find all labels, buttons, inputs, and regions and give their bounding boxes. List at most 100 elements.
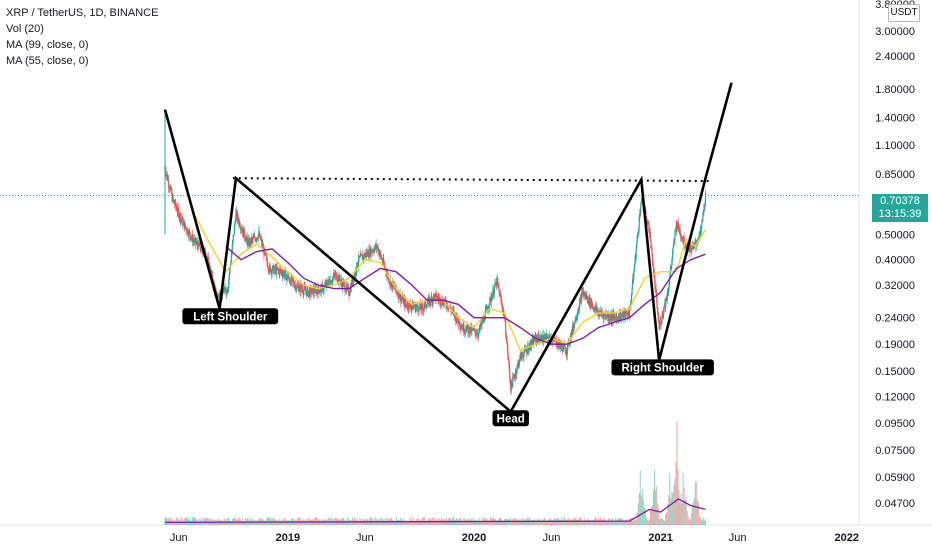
candle-body: [322, 285, 324, 292]
volume-bar: [260, 517, 262, 525]
volume-bar: [540, 520, 542, 525]
right-shoulder-label-bg[interactable]: [611, 359, 714, 376]
candle-body: [356, 262, 358, 268]
candle-body: [681, 237, 683, 239]
candle-body: [658, 315, 660, 323]
volume-bar: [593, 519, 595, 525]
candle-body: [299, 285, 301, 290]
candle-body: [267, 267, 269, 269]
candle-body: [283, 272, 285, 277]
candle-body: [230, 256, 232, 263]
volume-bar: [180, 517, 182, 525]
head-label-bg[interactable]: [492, 410, 529, 427]
candle-body: [294, 286, 296, 289]
candle-body: [343, 282, 346, 285]
volume-indicator-label[interactable]: Vol (20): [6, 23, 44, 35]
candle-body: [257, 238, 259, 240]
candle-body: [345, 290, 347, 292]
volume-bar: [405, 520, 407, 525]
volume-bar: [488, 519, 490, 525]
candle-body: [501, 302, 503, 308]
candle-body: [596, 311, 599, 313]
head-label[interactable]: Head: [497, 413, 525, 425]
volume-bar: [534, 520, 536, 525]
candle-body: [666, 293, 668, 300]
candle-body: [345, 284, 348, 291]
candle-body: [383, 258, 385, 264]
candle-body: [698, 236, 700, 242]
candle-body: [496, 277, 499, 283]
candle-body: [637, 232, 639, 234]
candle-body: [296, 284, 298, 289]
candle-body: [661, 312, 663, 321]
neckline-dotted[interactable]: [232, 177, 709, 182]
candle-body: [635, 248, 637, 258]
volume-bar: [316, 517, 318, 525]
volume-bar: [697, 501, 699, 525]
candle-body: [471, 327, 473, 332]
candle-body: [619, 317, 621, 320]
volume-bar: [315, 517, 317, 525]
volume-bar: [240, 520, 242, 525]
volume-bar: [370, 517, 372, 525]
candle-body: [189, 235, 192, 240]
volume-bar: [620, 518, 622, 525]
candle-body: [377, 246, 379, 253]
price-tick-label: 0.24000: [875, 313, 915, 325]
ma55-indicator-label[interactable]: MA (55, close, 0): [6, 55, 89, 67]
candle-body: [244, 237, 246, 240]
candle-body: [304, 286, 306, 288]
candle-body: [701, 219, 704, 221]
volume-bar: [664, 520, 666, 525]
left-shoulder-label[interactable]: Left Shoulder: [193, 311, 268, 323]
candle-body: [633, 268, 635, 273]
volume-bar: [297, 517, 299, 525]
head-and-shoulders-drawing[interactable]: [163, 82, 733, 414]
candle-body: [636, 242, 638, 249]
candle-body: [527, 346, 530, 352]
price-axis[interactable]: 3.800003.000002.400001.800001.400001.100…: [875, 0, 915, 510]
price-tick-label: 0.15000: [875, 366, 915, 378]
candle-body: [245, 238, 247, 242]
volume-bar: [296, 520, 298, 525]
candle-body: [522, 354, 524, 357]
volume-bar: [641, 489, 643, 525]
candle-body: [285, 271, 287, 281]
volume-bar: [399, 519, 401, 525]
currency-button[interactable]: USDT: [888, 4, 920, 22]
right-shoulder-label[interactable]: Right Shoulder: [621, 362, 704, 374]
symbol-title[interactable]: XRP / TetherUS, 1D, BINANCE: [6, 7, 159, 19]
candle-body: [693, 243, 695, 245]
volume-bar: [695, 482, 697, 525]
candle-body: [651, 247, 653, 255]
candle-body: [500, 300, 503, 303]
candle-body: [700, 229, 702, 231]
left-shoulder-label-bg[interactable]: [182, 308, 279, 325]
time-axis[interactable]: Jun 2019 Jun 2020 Jun 2021 Jun 2022: [170, 532, 859, 544]
candle-body: [225, 288, 227, 293]
candle-body: [240, 228, 243, 230]
price-tick-label: 1.10000: [875, 140, 915, 152]
candle-body: [253, 237, 255, 238]
candle-body: [392, 282, 394, 289]
candle-body: [656, 308, 659, 313]
pattern-zigzag-line[interactable]: [163, 82, 733, 414]
candle-body: [620, 315, 622, 320]
ma99-indicator-label[interactable]: MA (99, close, 0): [6, 39, 89, 51]
candle-body: [498, 290, 501, 297]
candle-body: [433, 294, 435, 301]
volume-bar: [350, 520, 352, 525]
candle-body: [479, 324, 481, 330]
candle-body: [596, 307, 598, 312]
candle-body: [228, 274, 230, 281]
volume-bar: [669, 473, 671, 525]
pattern-annotations[interactable]: Left Shoulder Head Right Shoulder: [182, 308, 714, 427]
candle-body: [333, 274, 335, 276]
volume-bar: [230, 520, 232, 525]
candle-body: [615, 316, 617, 322]
candle-body: [560, 345, 562, 348]
candle-body: [616, 316, 618, 319]
candle-body: [360, 254, 362, 257]
candle-body: [505, 319, 507, 334]
